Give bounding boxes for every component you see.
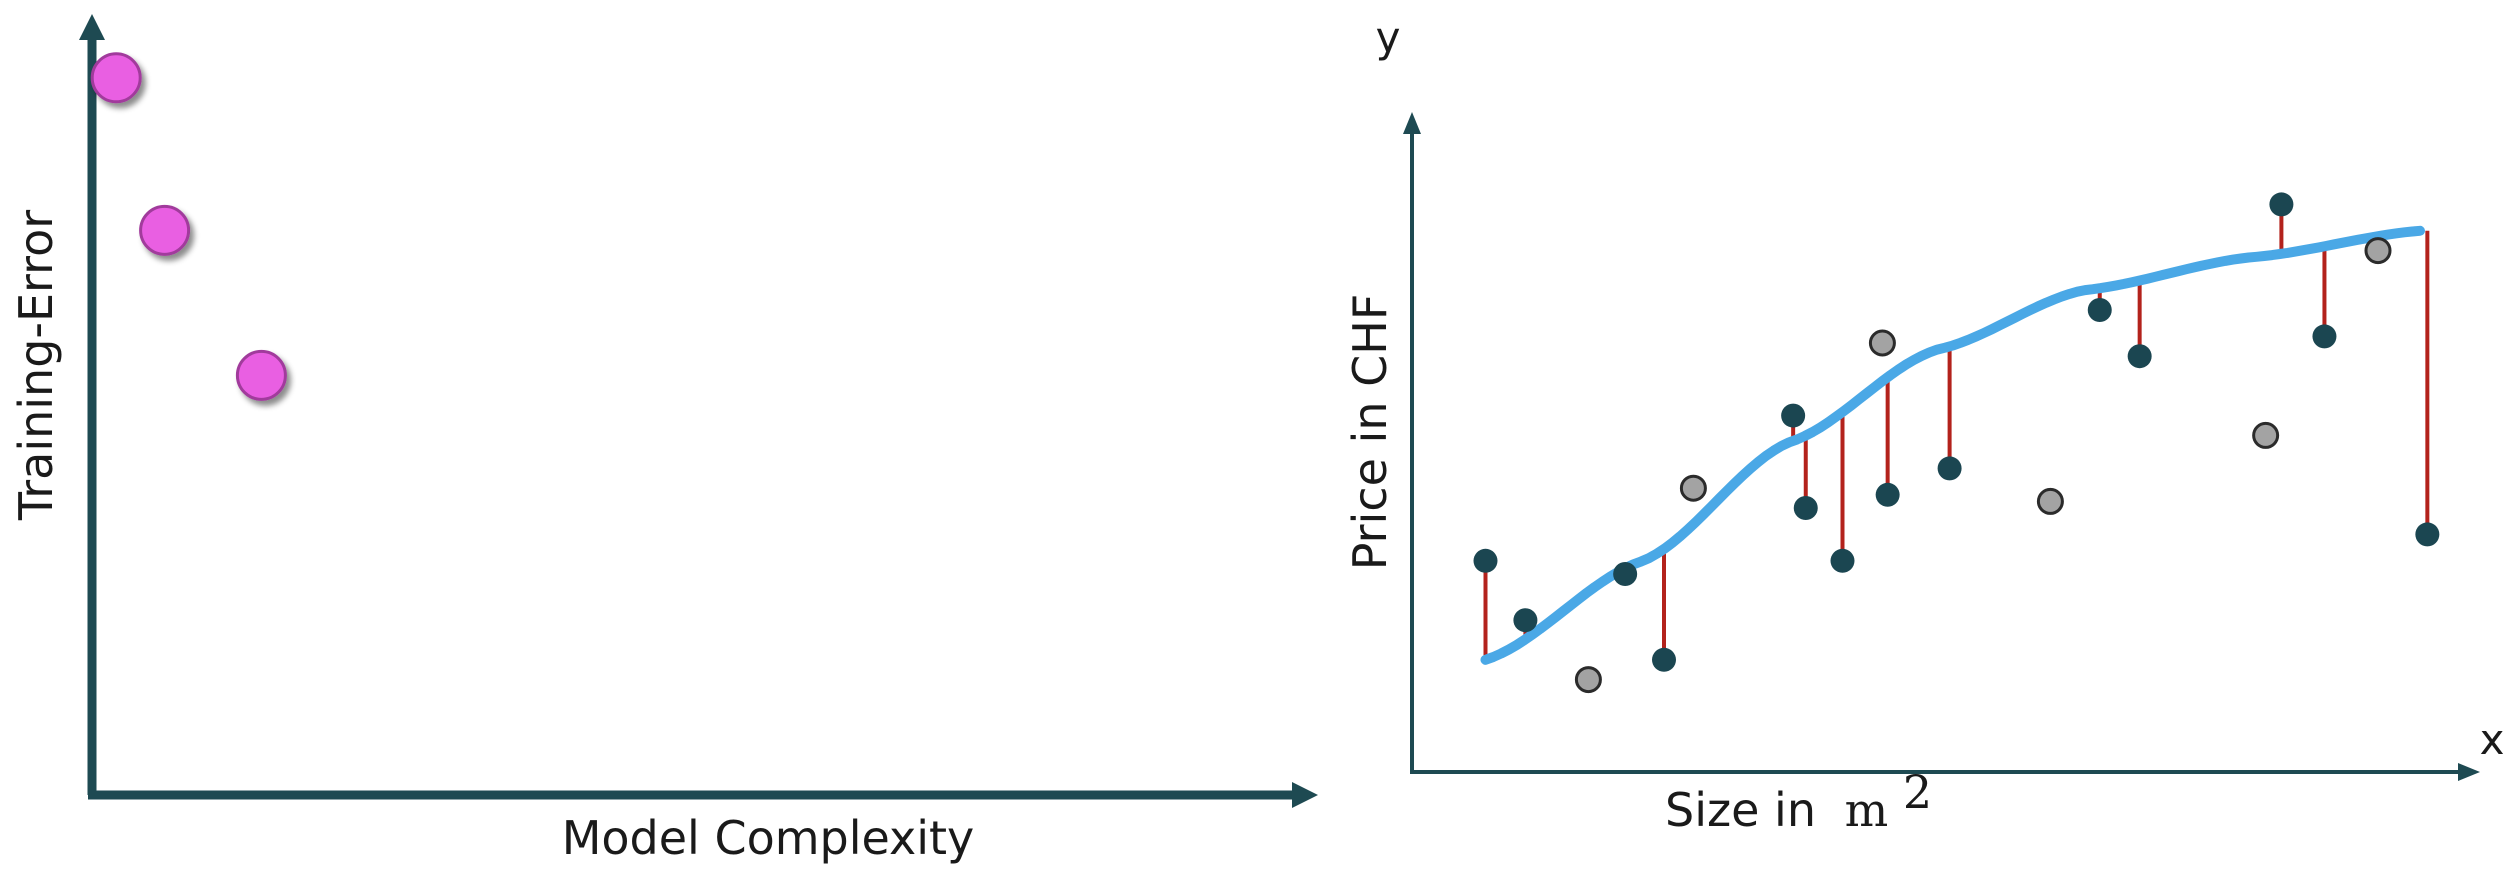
left-data-points <box>90 52 287 401</box>
training-data-point <box>1652 647 1676 672</box>
training-data-point <box>1473 548 1498 573</box>
test-data-point <box>1679 474 1707 502</box>
test-data-points <box>1574 237 2392 694</box>
training-error-point <box>235 349 287 401</box>
right-y-axis-arrowhead <box>1403 112 1421 134</box>
training-data-point <box>2415 522 2440 547</box>
right-x-axis-label-text: Size in <box>1665 783 1816 837</box>
training-data-points <box>1473 192 2440 672</box>
training-data-point <box>1830 548 1855 573</box>
test-data-point <box>1868 329 1896 357</box>
left-y-axis-label: Training-Error <box>9 210 63 521</box>
training-data-point <box>2127 344 2152 369</box>
right-y-axis-label: Price in CHF <box>1343 294 1397 571</box>
right-y-letter: y <box>1376 13 1401 62</box>
left-x-axis-label: Model Complexity <box>562 811 975 865</box>
right-x-letter: x <box>2480 715 2505 764</box>
right-x-axis-unit: m <box>1845 783 1889 837</box>
training-data-point <box>2312 324 2337 349</box>
left-y-axis-arrowhead <box>79 14 105 40</box>
training-data-point <box>1937 456 1962 481</box>
training-data-point <box>1781 403 1806 428</box>
training-error-chart: Training-Error Model Complexity <box>9 14 1318 865</box>
test-data-point <box>2364 237 2392 265</box>
right-x-axis-unit-exponent: 2 <box>1903 765 1932 819</box>
test-data-point <box>1574 666 1602 694</box>
training-data-point <box>1793 496 1818 520</box>
training-data-point <box>2087 298 2112 322</box>
training-data-point <box>1875 482 1900 507</box>
training-data-point <box>1613 562 1638 586</box>
test-data-point <box>2036 487 2064 515</box>
price-regression-chart: y x Price in CHF Size in m 2 <box>1343 13 2504 837</box>
training-error-point <box>139 204 191 256</box>
right-x-axis-arrowhead <box>2458 763 2480 781</box>
training-error-point <box>90 52 142 104</box>
residual-lines <box>1483 204 2430 660</box>
right-x-axis-label: Size in m 2 <box>1665 765 1932 837</box>
fitted-regression-curve <box>1480 225 2425 665</box>
training-data-point <box>2269 192 2294 217</box>
test-data-point <box>2252 421 2280 449</box>
left-x-axis-arrowhead <box>1292 782 1318 808</box>
training-data-point <box>1513 608 1538 633</box>
